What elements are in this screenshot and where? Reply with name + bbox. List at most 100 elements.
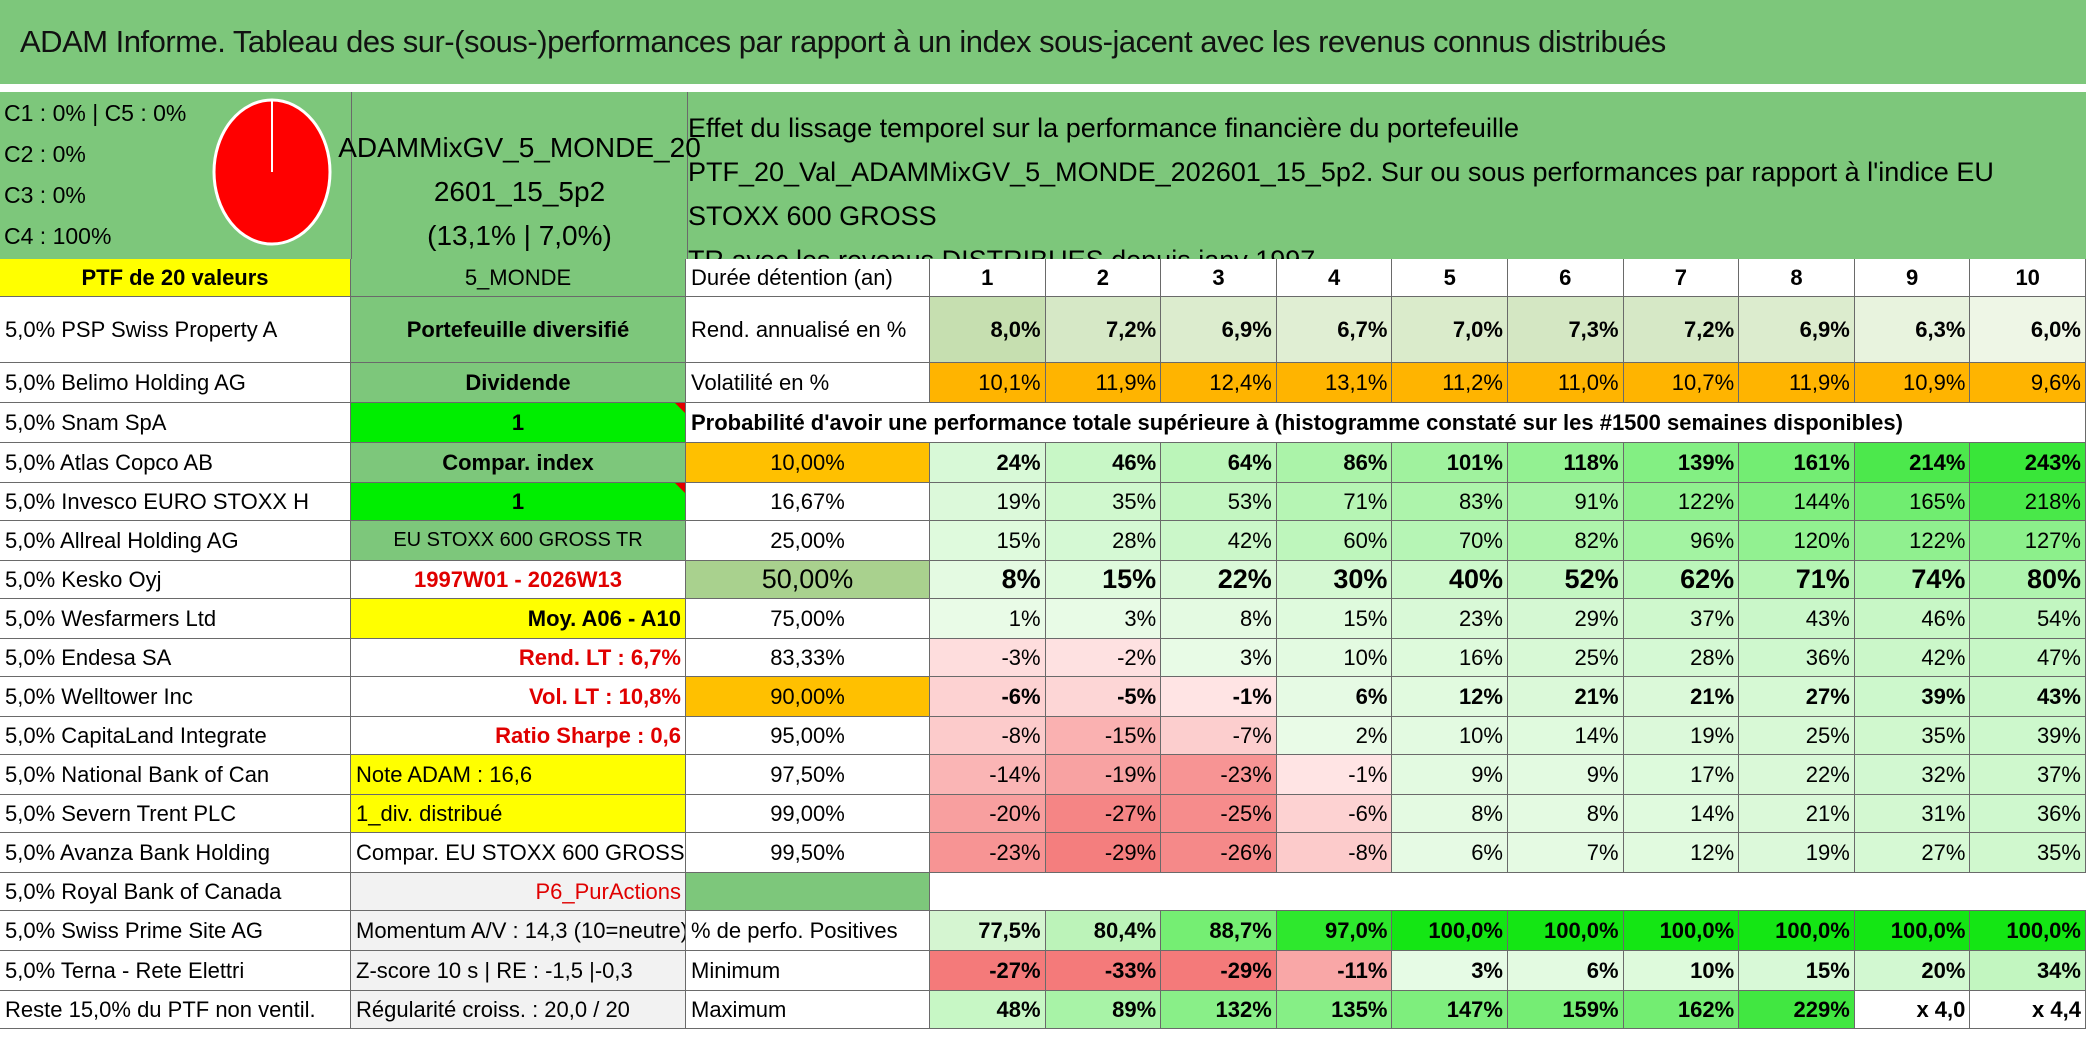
- max-year-6: 159%: [1508, 991, 1624, 1029]
- prob-11-year-2: -29%: [1045, 833, 1162, 873]
- pos-year-1: 77,5%: [930, 911, 1046, 951]
- prob-11-year-7: 12%: [1623, 833, 1740, 873]
- param-avg-years: Moy. A06 - A10: [351, 599, 686, 639]
- prob-label-9: 97,50%: [686, 755, 930, 795]
- comment-marker: [675, 403, 685, 413]
- prob-5-year-7: 37%: [1623, 599, 1740, 639]
- prob-6-year-7: 28%: [1623, 639, 1740, 677]
- param-compar-index-value: 1: [351, 483, 686, 521]
- ptf-label: PTF de 20 valeurs: [0, 259, 351, 297]
- prob-2-year-9: 165%: [1854, 483, 1971, 521]
- pos-label: % de perfo. Positives: [686, 911, 930, 951]
- pos-year-6: 100,0%: [1508, 911, 1624, 951]
- holding-3: 5,0% Snam SpA: [0, 403, 351, 443]
- pos-year-2: 80,4%: [1045, 911, 1162, 951]
- prob-5-year-9: 46%: [1854, 599, 1971, 639]
- vol-year-8: 11,9%: [1739, 363, 1855, 403]
- prob-4-year-9: 74%: [1854, 561, 1971, 599]
- holding-1: 5,0% PSP Swiss Property A: [0, 297, 351, 363]
- fund-name-box: ADAMMixGV_5_MONDE_20 2601_15_5p2 (13,1% …: [338, 92, 701, 292]
- year-10: 10: [1970, 259, 2086, 297]
- prob-10-year-6: 8%: [1508, 795, 1624, 833]
- blank-green-cell: [686, 873, 930, 911]
- prob-3-year-2: 28%: [1045, 521, 1162, 561]
- pos-year-10: 100,0%: [1970, 911, 2086, 951]
- proba-title: Probabilité d'avoir une performance tota…: [686, 403, 2086, 443]
- prob-4-year-8: 71%: [1739, 561, 1855, 599]
- prob-7-year-10: 43%: [1970, 677, 2086, 717]
- prob-1-year-1: 24%: [930, 443, 1046, 483]
- prob-1-year-5: 101%: [1392, 443, 1508, 483]
- pie-chart: [212, 98, 332, 246]
- prob-1-year-10: 243%: [1970, 443, 2086, 483]
- rend-year-6: 7,3%: [1508, 297, 1624, 363]
- max-year-1: 48%: [930, 991, 1046, 1029]
- prob-5-year-10: 54%: [1970, 599, 2086, 639]
- max-year-2: 89%: [1045, 991, 1162, 1029]
- param-index-name: EU STOXX 600 GROSS TR: [351, 521, 686, 561]
- prob-1-year-2: 46%: [1045, 443, 1162, 483]
- prob-9-year-6: 9%: [1508, 755, 1624, 795]
- prob-5-year-1: 1%: [930, 599, 1046, 639]
- prob-8-year-10: 39%: [1970, 717, 2086, 755]
- vol-year-7: 10,7%: [1623, 363, 1740, 403]
- prob-6-year-3: 3%: [1161, 639, 1277, 677]
- prob-4-year-10: 80%: [1970, 561, 2086, 599]
- prob-2-year-7: 122%: [1623, 483, 1740, 521]
- param-momentum: Momentum A/V : 14,3 (10=neutre): [351, 911, 686, 951]
- prob-11-year-3: -26%: [1161, 833, 1277, 873]
- prob-6-year-6: 25%: [1508, 639, 1624, 677]
- holding-2: 5,0% Belimo Holding AG: [0, 363, 351, 403]
- prob-10-year-5: 8%: [1392, 795, 1508, 833]
- prob-1-year-7: 139%: [1623, 443, 1740, 483]
- prob-1-year-9: 214%: [1854, 443, 1971, 483]
- prob-6-year-8: 36%: [1739, 639, 1855, 677]
- prob-2-year-1: 19%: [930, 483, 1046, 521]
- prob-9-year-7: 17%: [1623, 755, 1740, 795]
- rend-year-10: 6,0%: [1970, 297, 2086, 363]
- pos-year-5: 100,0%: [1392, 911, 1508, 951]
- param-region: 5_MONDE: [351, 259, 686, 297]
- holding-18: Reste 15,0% du PTF non ventil.: [0, 991, 351, 1029]
- fund-name-line1: ADAMMixGV_5_MONDE_20: [338, 132, 701, 163]
- param-long-term-vol: Vol. LT : 10,8%: [351, 677, 686, 717]
- prob-3-year-3: 42%: [1161, 521, 1277, 561]
- description: Effet du lissage temporel sur la perform…: [688, 106, 2078, 282]
- vol-year-9: 10,9%: [1854, 363, 1971, 403]
- header-band: [0, 92, 2086, 292]
- min-year-1: -27%: [930, 951, 1046, 991]
- rend-year-9: 6,3%: [1854, 297, 1971, 363]
- param-z-score: Z-score 10 s | RE : -1,5 |-0,3: [351, 951, 686, 991]
- blank-row: [930, 873, 2086, 911]
- year-4: 4: [1276, 259, 1393, 297]
- prob-label-8: 95,00%: [686, 717, 930, 755]
- param-long-term-return: Rend. LT : 6,7%: [351, 639, 686, 677]
- prob-2-year-8: 144%: [1739, 483, 1855, 521]
- prob-8-year-5: 10%: [1392, 717, 1508, 755]
- min-year-10: 34%: [1970, 951, 2086, 991]
- min-year-3: -29%: [1161, 951, 1277, 991]
- holding-11: 5,0% CapitaLand Integrate: [0, 717, 351, 755]
- duration-label: Durée détention (an): [686, 259, 930, 297]
- prob-3-year-6: 82%: [1508, 521, 1624, 561]
- max-year-4: 135%: [1276, 991, 1393, 1029]
- prob-7-year-4: 6%: [1276, 677, 1393, 717]
- prob-label-11: 99,50%: [686, 833, 930, 873]
- prob-6-year-9: 42%: [1854, 639, 1971, 677]
- fund-name-line2: 2601_15_5p2: [433, 176, 606, 207]
- prob-8-year-1: -8%: [930, 717, 1046, 755]
- prob-10-year-8: 21%: [1739, 795, 1855, 833]
- max-year-9: x 4,0: [1854, 991, 1971, 1029]
- holding-7: 5,0% Kesko Oyj: [0, 561, 351, 599]
- holding-10: 5,0% Welltower Inc: [0, 677, 351, 717]
- rend-year-3: 6,9%: [1161, 297, 1277, 363]
- vol-year-6: 11,0%: [1508, 363, 1624, 403]
- description-line1: Effet du lissage temporel sur la perform…: [688, 113, 1519, 143]
- prob-10-year-9: 31%: [1854, 795, 1971, 833]
- vol-year-2: 11,9%: [1045, 363, 1162, 403]
- description-line2: PTF_20_Val_ADAMMixGV_5_MONDE_202601_15_5…: [688, 157, 1994, 231]
- legend-c3: C3 : 0%: [4, 182, 86, 208]
- pos-year-9: 100,0%: [1854, 911, 1971, 951]
- prob-10-year-4: -6%: [1276, 795, 1393, 833]
